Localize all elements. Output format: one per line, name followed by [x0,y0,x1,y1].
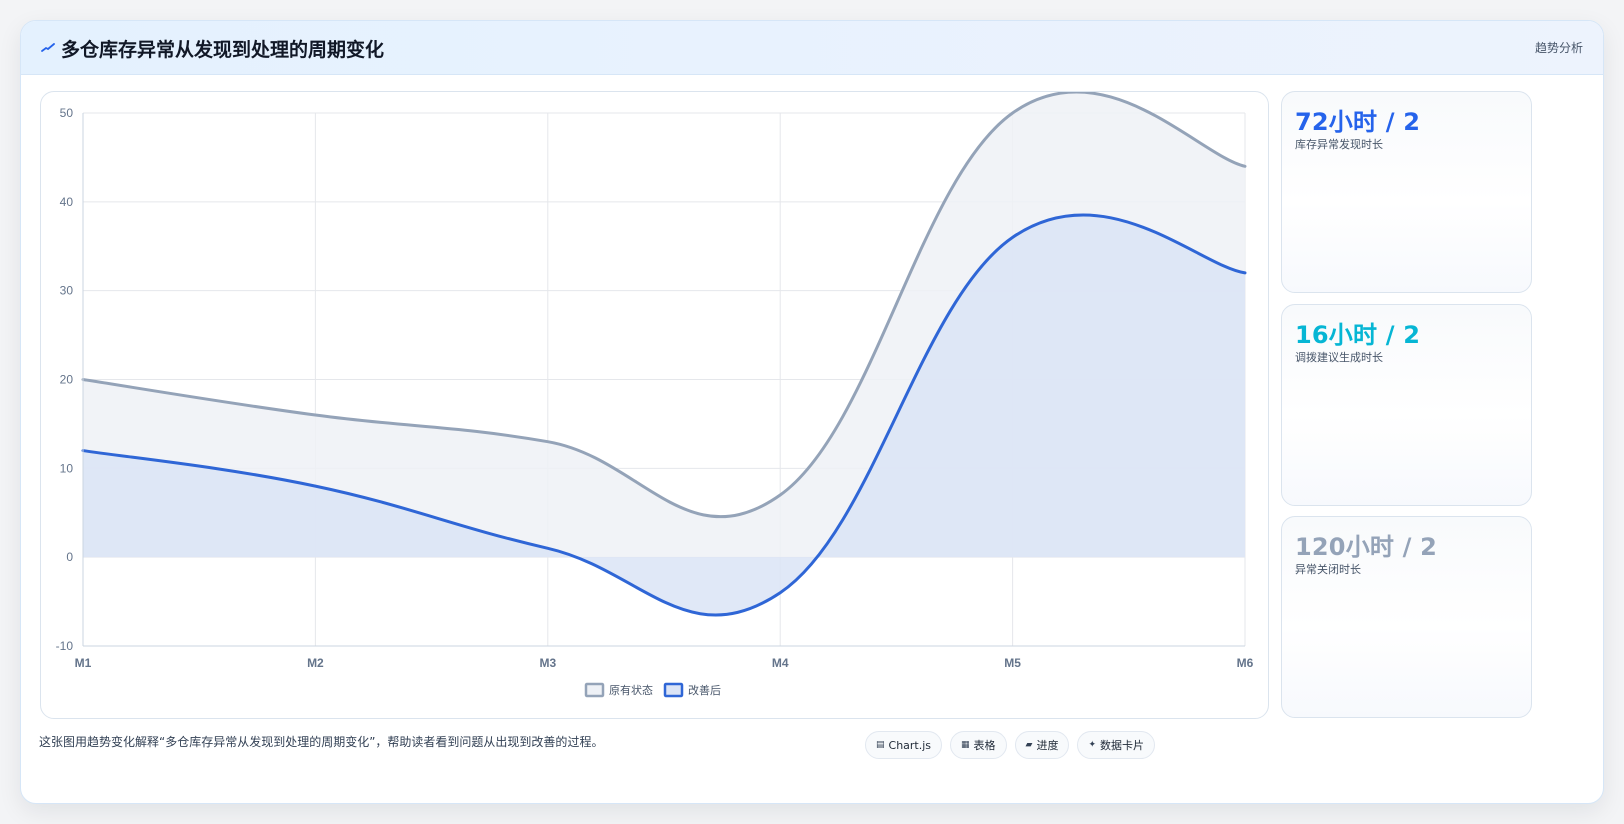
chip-label: 进度 [1036,739,1059,752]
kpi-value: 16小时 / 2 [1295,321,1421,349]
kpi-card-suggestion: 16小时 / 2 调拨建议生成时长 [1281,304,1532,506]
kpi-card-discovery: 72小时 / 2 库存异常发现时长 [1281,91,1532,293]
legend-swatch [584,682,605,698]
page-title: 多仓库存异常从发现到处理的周期变化 [61,39,385,61]
legend-swatch [663,682,684,698]
series-area [83,214,1245,616]
x-tick-label: M2 [307,656,324,670]
chart-panel: 50 40 30 20 10 0 -10 M1 M2 M3 M4 M5 M6 原有状态 改善后 [40,91,1269,719]
y-tick-label: 50 [60,106,74,120]
chip-chartjs[interactable]: ▤ Chart.js [865,731,943,759]
legend-label: 原有状态 [609,683,653,697]
x-tick-label: M5 [1004,656,1021,670]
y-tick-label: 0 [66,550,73,564]
trend-analysis-link[interactable]: 趋势分析 [1534,41,1583,55]
kpi-value: 120小时 / 2 [1295,533,1438,561]
kpi-label: 库存异常发现时长 [1295,138,1383,151]
sparkle-icon: ✦ [1088,740,1097,750]
kpi-card-closure: 120小时 / 2 异常关闭时长 [1281,516,1532,718]
trend-icon [41,43,55,52]
x-tick-label: M4 [772,656,789,670]
card-header: 多仓库存异常从发现到处理的周期变化 趋势分析 [21,21,1603,75]
chip-data-cards[interactable]: ✦ 数据卡片 [1077,731,1156,759]
y-tick-label: 10 [60,461,74,475]
dashboard-card: 多仓库存异常从发现到处理的周期变化 趋势分析 50 40 30 20 10 0 -10 M1 M… [20,20,1604,804]
kpi-value: 72小时 / 2 [1295,108,1421,136]
chip-table[interactable]: ▦ 表格 [950,731,1007,759]
x-tick-label: M1 [75,656,92,670]
y-tick-label: -10 [56,639,74,653]
x-tick-label: M3 [539,656,556,670]
chart-description: 这张图用趋势变化解释“多仓库存异常从发现到处理的周期变化”，帮助读者看到问题从出… [39,735,604,749]
progress-icon: ▰ [1025,740,1033,750]
y-tick-label: 40 [60,195,74,209]
view-chips: ▤ Chart.js ▦ 表格 ▰ 进度 ✦ 数据卡片 [865,731,1156,759]
kpi-label: 调拨建议生成时长 [1295,351,1383,364]
y-tick-label: 20 [60,373,74,387]
chip-label: 数据卡片 [1100,739,1145,752]
series-line [81,213,1247,617]
grid-icon: ▦ [961,740,970,750]
table-icon: ▤ [876,740,885,750]
chip-label: Chart.js [888,738,932,752]
x-tick-label: M6 [1237,656,1254,670]
legend-label: 改善后 [688,683,721,697]
series-line [81,92,1247,519]
kpi-label: 异常关闭时长 [1295,563,1361,576]
chip-label: 表格 [973,739,996,752]
y-tick-label: 30 [60,284,74,298]
chip-progress[interactable]: ▰ 进度 [1014,731,1070,759]
